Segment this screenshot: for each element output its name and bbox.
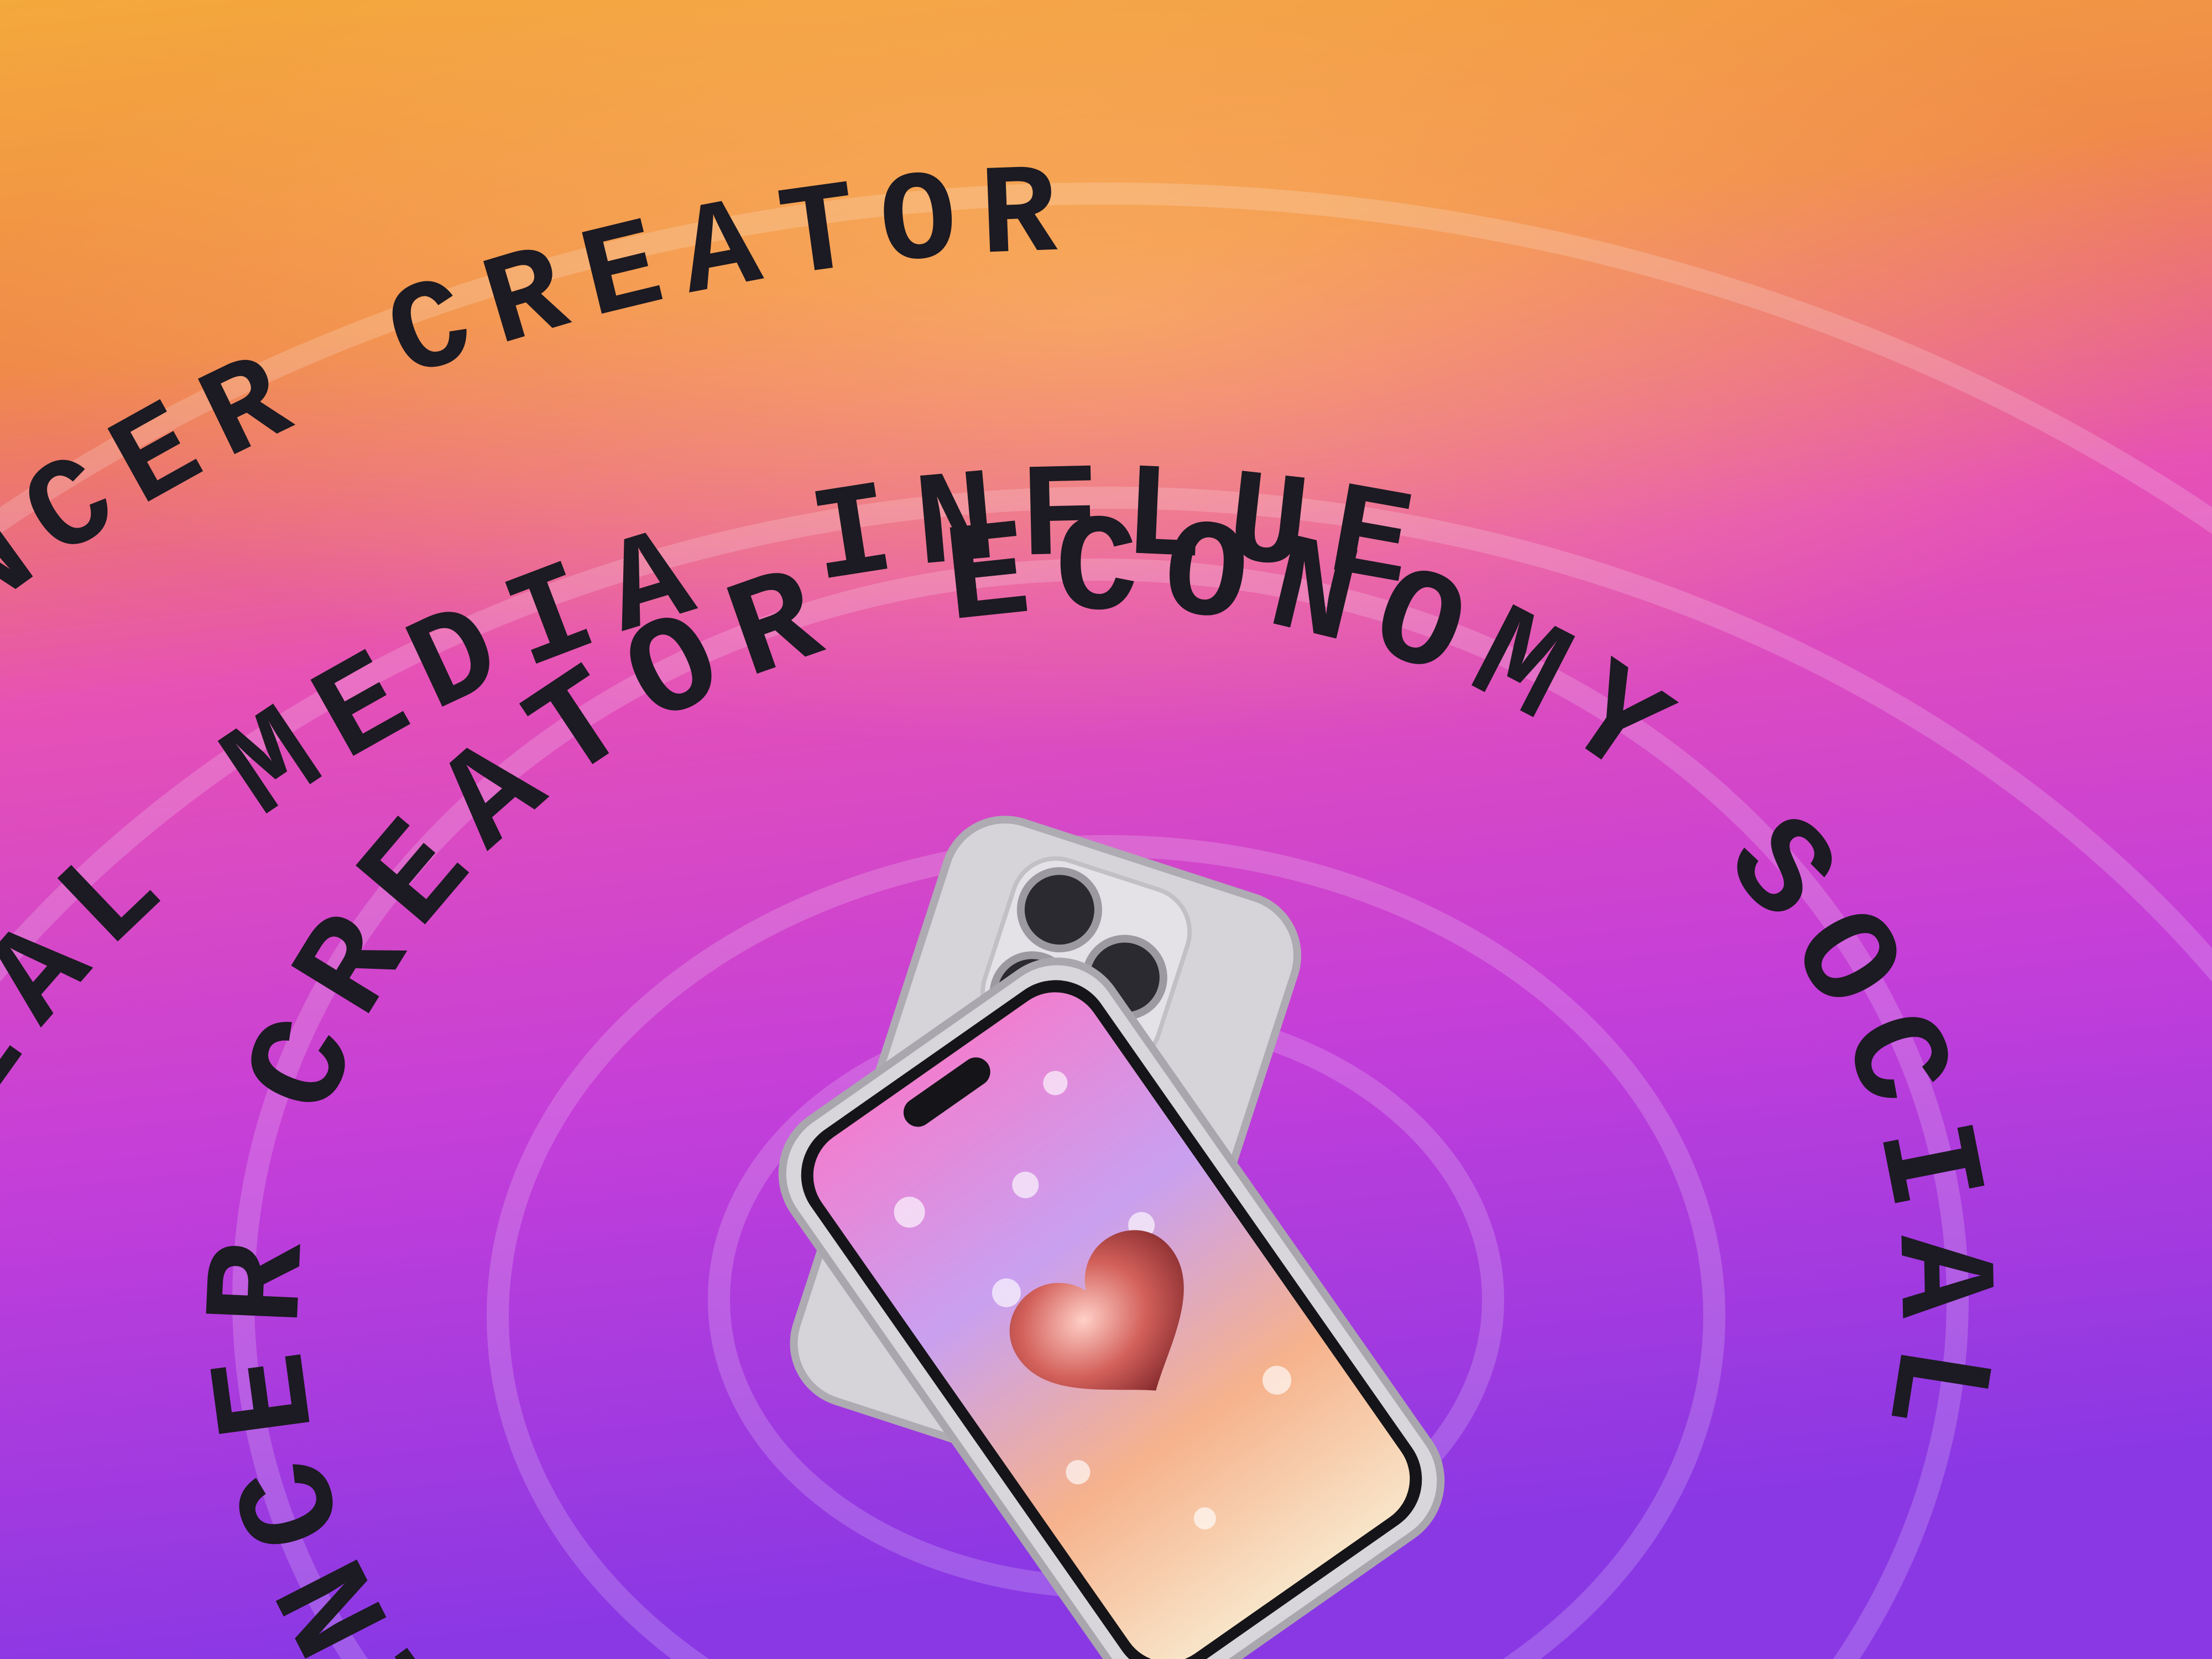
heart bbox=[1009, 1230, 1184, 1391]
phone-front bbox=[778, 957, 1445, 1659]
glow bbox=[0, 0, 2212, 885]
